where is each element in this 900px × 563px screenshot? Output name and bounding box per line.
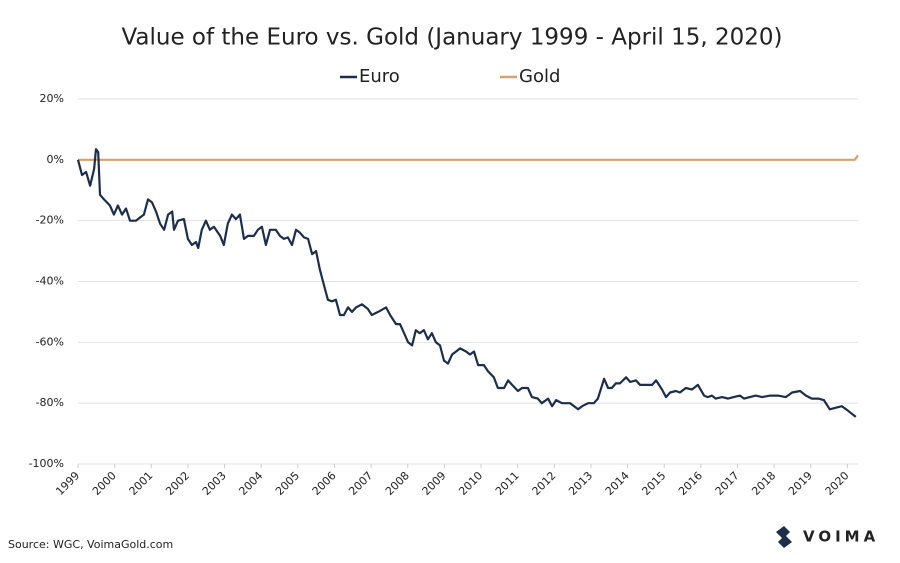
chart-title: Value of the Euro vs. Gold (January 1999… [121, 25, 782, 51]
y-tick-label: -100% [29, 457, 64, 470]
y-tick-label: -40% [36, 275, 64, 288]
y-tick-label: 20% [40, 92, 64, 105]
legend-label: Gold [519, 66, 560, 87]
logo-text: VOIMA [803, 528, 879, 546]
legend-label: Euro [359, 66, 400, 87]
y-tick-label: -80% [36, 396, 64, 409]
logo-icon [776, 526, 792, 548]
source: Source: WGC, VoimaGold.com [8, 538, 173, 551]
line-euro [76, 148, 857, 418]
y-tick-label: -20% [36, 214, 64, 227]
y-tick-label: 0% [47, 153, 64, 166]
line-gold [78, 154, 859, 161]
y-tick-label: -60% [36, 335, 64, 348]
